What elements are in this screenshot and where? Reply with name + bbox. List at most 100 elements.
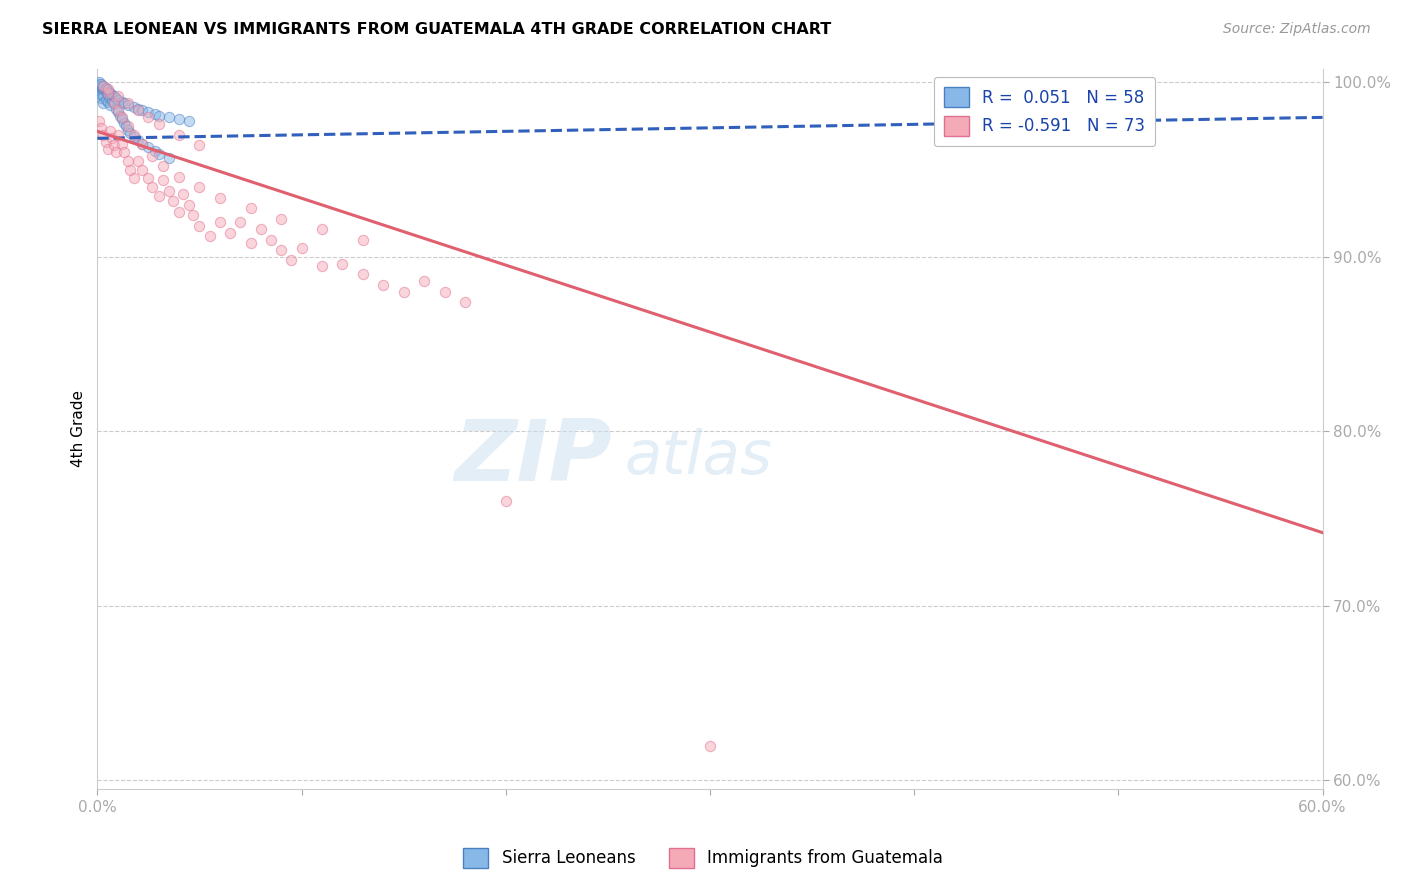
Point [117,96,139,111]
Point [148,117,170,131]
Point [131,103,153,118]
Point [127,102,149,116]
Point [103,138,125,153]
Point [138,105,160,120]
Point [208,191,231,205]
Point [179,113,201,128]
Point [413,274,436,288]
Point [260,233,283,247]
Point [117,98,139,112]
Point [89,77,111,91]
Point [90,77,112,91]
Point [229,215,252,229]
Point [167,169,190,184]
Point [239,235,262,250]
Point [104,145,127,160]
Point [117,119,139,133]
Point [112,115,135,129]
Point [98,124,121,138]
Point [148,147,170,161]
Point [280,253,302,268]
Point [152,159,174,173]
Point [89,82,111,96]
Point [118,162,141,177]
Point [311,259,333,273]
Point [157,111,180,125]
Point [93,82,115,96]
Point [93,78,115,93]
Point [198,229,221,244]
Point [188,138,211,153]
Point [131,136,153,151]
Point [90,91,112,105]
Point [94,135,117,149]
Point [143,107,166,121]
Point [103,96,125,111]
Point [93,96,115,111]
Point [90,80,112,95]
Point [107,103,129,118]
Point [141,180,163,194]
Point [94,82,117,96]
Point [100,93,122,107]
Point [167,204,190,219]
Point [100,87,122,102]
Legend: R =  0.051   N = 58, R = -0.591   N = 73: R = 0.051 N = 58, R = -0.591 N = 73 [934,77,1154,146]
Point [311,222,333,236]
Point [157,151,180,165]
Point [179,197,201,211]
Point [290,241,312,255]
Point [141,149,163,163]
Point [89,113,111,128]
Point [138,111,160,125]
Point [89,78,111,93]
Point [219,226,242,240]
Point [103,89,125,103]
Point [93,89,115,103]
Point [270,243,292,257]
Point [98,86,121,100]
Point [111,112,134,127]
Point [699,739,721,753]
Point [122,128,145,142]
Point [332,257,354,271]
Point [94,93,117,107]
Point [98,98,121,112]
Point [98,91,121,105]
Point [97,87,120,102]
Point [111,111,134,125]
Point [94,84,117,98]
Point [122,129,145,144]
Point [270,211,292,226]
Point [143,144,166,158]
Point [94,80,117,95]
Point [122,100,145,114]
Point [115,119,138,133]
Point [108,109,131,123]
Point [107,105,129,120]
Legend: Sierra Leoneans, Immigrants from Guatemala: Sierra Leoneans, Immigrants from Guatema… [457,841,949,875]
Point [117,153,139,168]
Point [127,133,149,147]
Point [152,173,174,187]
Point [127,153,149,168]
Point [131,136,153,151]
Point [122,171,145,186]
Point [138,171,160,186]
Point [454,295,477,310]
Point [100,131,122,145]
Point [97,86,120,100]
Point [93,78,115,93]
Point [97,95,120,109]
Point [118,126,141,140]
Point [104,102,127,116]
Point [208,215,231,229]
Point [90,87,112,102]
Point [90,120,112,135]
Point [90,78,112,93]
Point [249,222,271,236]
Point [117,122,139,136]
Point [188,219,211,233]
Point [97,142,120,156]
Point [112,145,135,160]
